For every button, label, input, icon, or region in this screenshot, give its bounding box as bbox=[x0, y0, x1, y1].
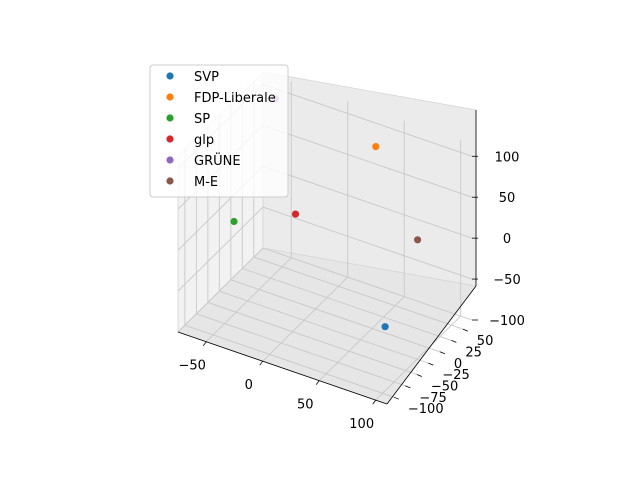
z-tick-label-0: 100 bbox=[495, 150, 520, 165]
x-tick-mark-2 bbox=[315, 380, 320, 385]
legend-label-4: GRÜNE bbox=[194, 152, 241, 169]
legend-marker-5 bbox=[166, 177, 174, 185]
y-tick-mark-3 bbox=[428, 362, 434, 366]
gridline-z-4 bbox=[177, 247, 473, 333]
axis-lines bbox=[177, 110, 477, 405]
z-tick-label-3: −50 bbox=[493, 273, 520, 288]
y-tick-mark-0 bbox=[462, 328, 468, 332]
z-tick-label-2: 0 bbox=[503, 232, 511, 247]
x-tick-label-2: 50 bbox=[297, 398, 314, 413]
x-tick-mark-1 bbox=[259, 360, 264, 366]
legend-marker-0 bbox=[166, 72, 174, 80]
legend: SVP FDP-Liberale SP glp GRÜNE M-E bbox=[149, 64, 289, 198]
y-tick-mark-5 bbox=[405, 385, 411, 389]
legend-marker-3 bbox=[166, 135, 174, 143]
x-axis-line bbox=[177, 331, 388, 405]
y-tick-mark-6 bbox=[393, 396, 400, 400]
x-tick-label-0: −50 bbox=[179, 359, 206, 374]
legend-marker-1 bbox=[166, 93, 174, 101]
data-point-0 bbox=[381, 323, 389, 331]
x-tick-label-1: 0 bbox=[245, 378, 253, 393]
y-axis-line bbox=[386, 285, 477, 405]
gridline-z-3 bbox=[177, 206, 473, 292]
legend-label-2: SP bbox=[194, 112, 210, 127]
z-tick-label-4: −100 bbox=[489, 314, 525, 329]
y-tick-label-2: 0 bbox=[454, 357, 462, 372]
y-tick-mark-4 bbox=[416, 374, 423, 377]
y-tick-label-3: −25 bbox=[442, 368, 469, 383]
x-tick-mark-3 bbox=[372, 399, 377, 405]
y-tick-label-5: −75 bbox=[419, 391, 446, 406]
y-tick-label-4: −50 bbox=[431, 379, 458, 394]
legend-marker-2 bbox=[166, 114, 174, 122]
data-point-3 bbox=[291, 210, 300, 218]
x-tick-mark-0 bbox=[202, 341, 207, 346]
data-point-5 bbox=[414, 236, 422, 244]
y-tick-label-6: −100 bbox=[408, 402, 444, 417]
legend-label-3: glp bbox=[194, 133, 214, 148]
legend-label-1: FDP-Liberale bbox=[194, 91, 276, 106]
z-tick-label-1: 50 bbox=[499, 191, 516, 206]
legend-marker-4 bbox=[166, 156, 174, 164]
legend-box bbox=[149, 64, 289, 198]
data-point-1 bbox=[372, 143, 380, 151]
legend-label-5: M-E bbox=[194, 175, 218, 190]
x-tick-label-3: 100 bbox=[349, 417, 374, 432]
y-tick-mark-2 bbox=[439, 351, 445, 355]
data-point-2 bbox=[230, 217, 238, 226]
y-tick-mark-1 bbox=[451, 340, 457, 343]
y-tick-label-0: 50 bbox=[477, 334, 494, 349]
y-tick-label-1: 25 bbox=[465, 345, 482, 360]
legend-label-0: SVP bbox=[194, 70, 219, 85]
